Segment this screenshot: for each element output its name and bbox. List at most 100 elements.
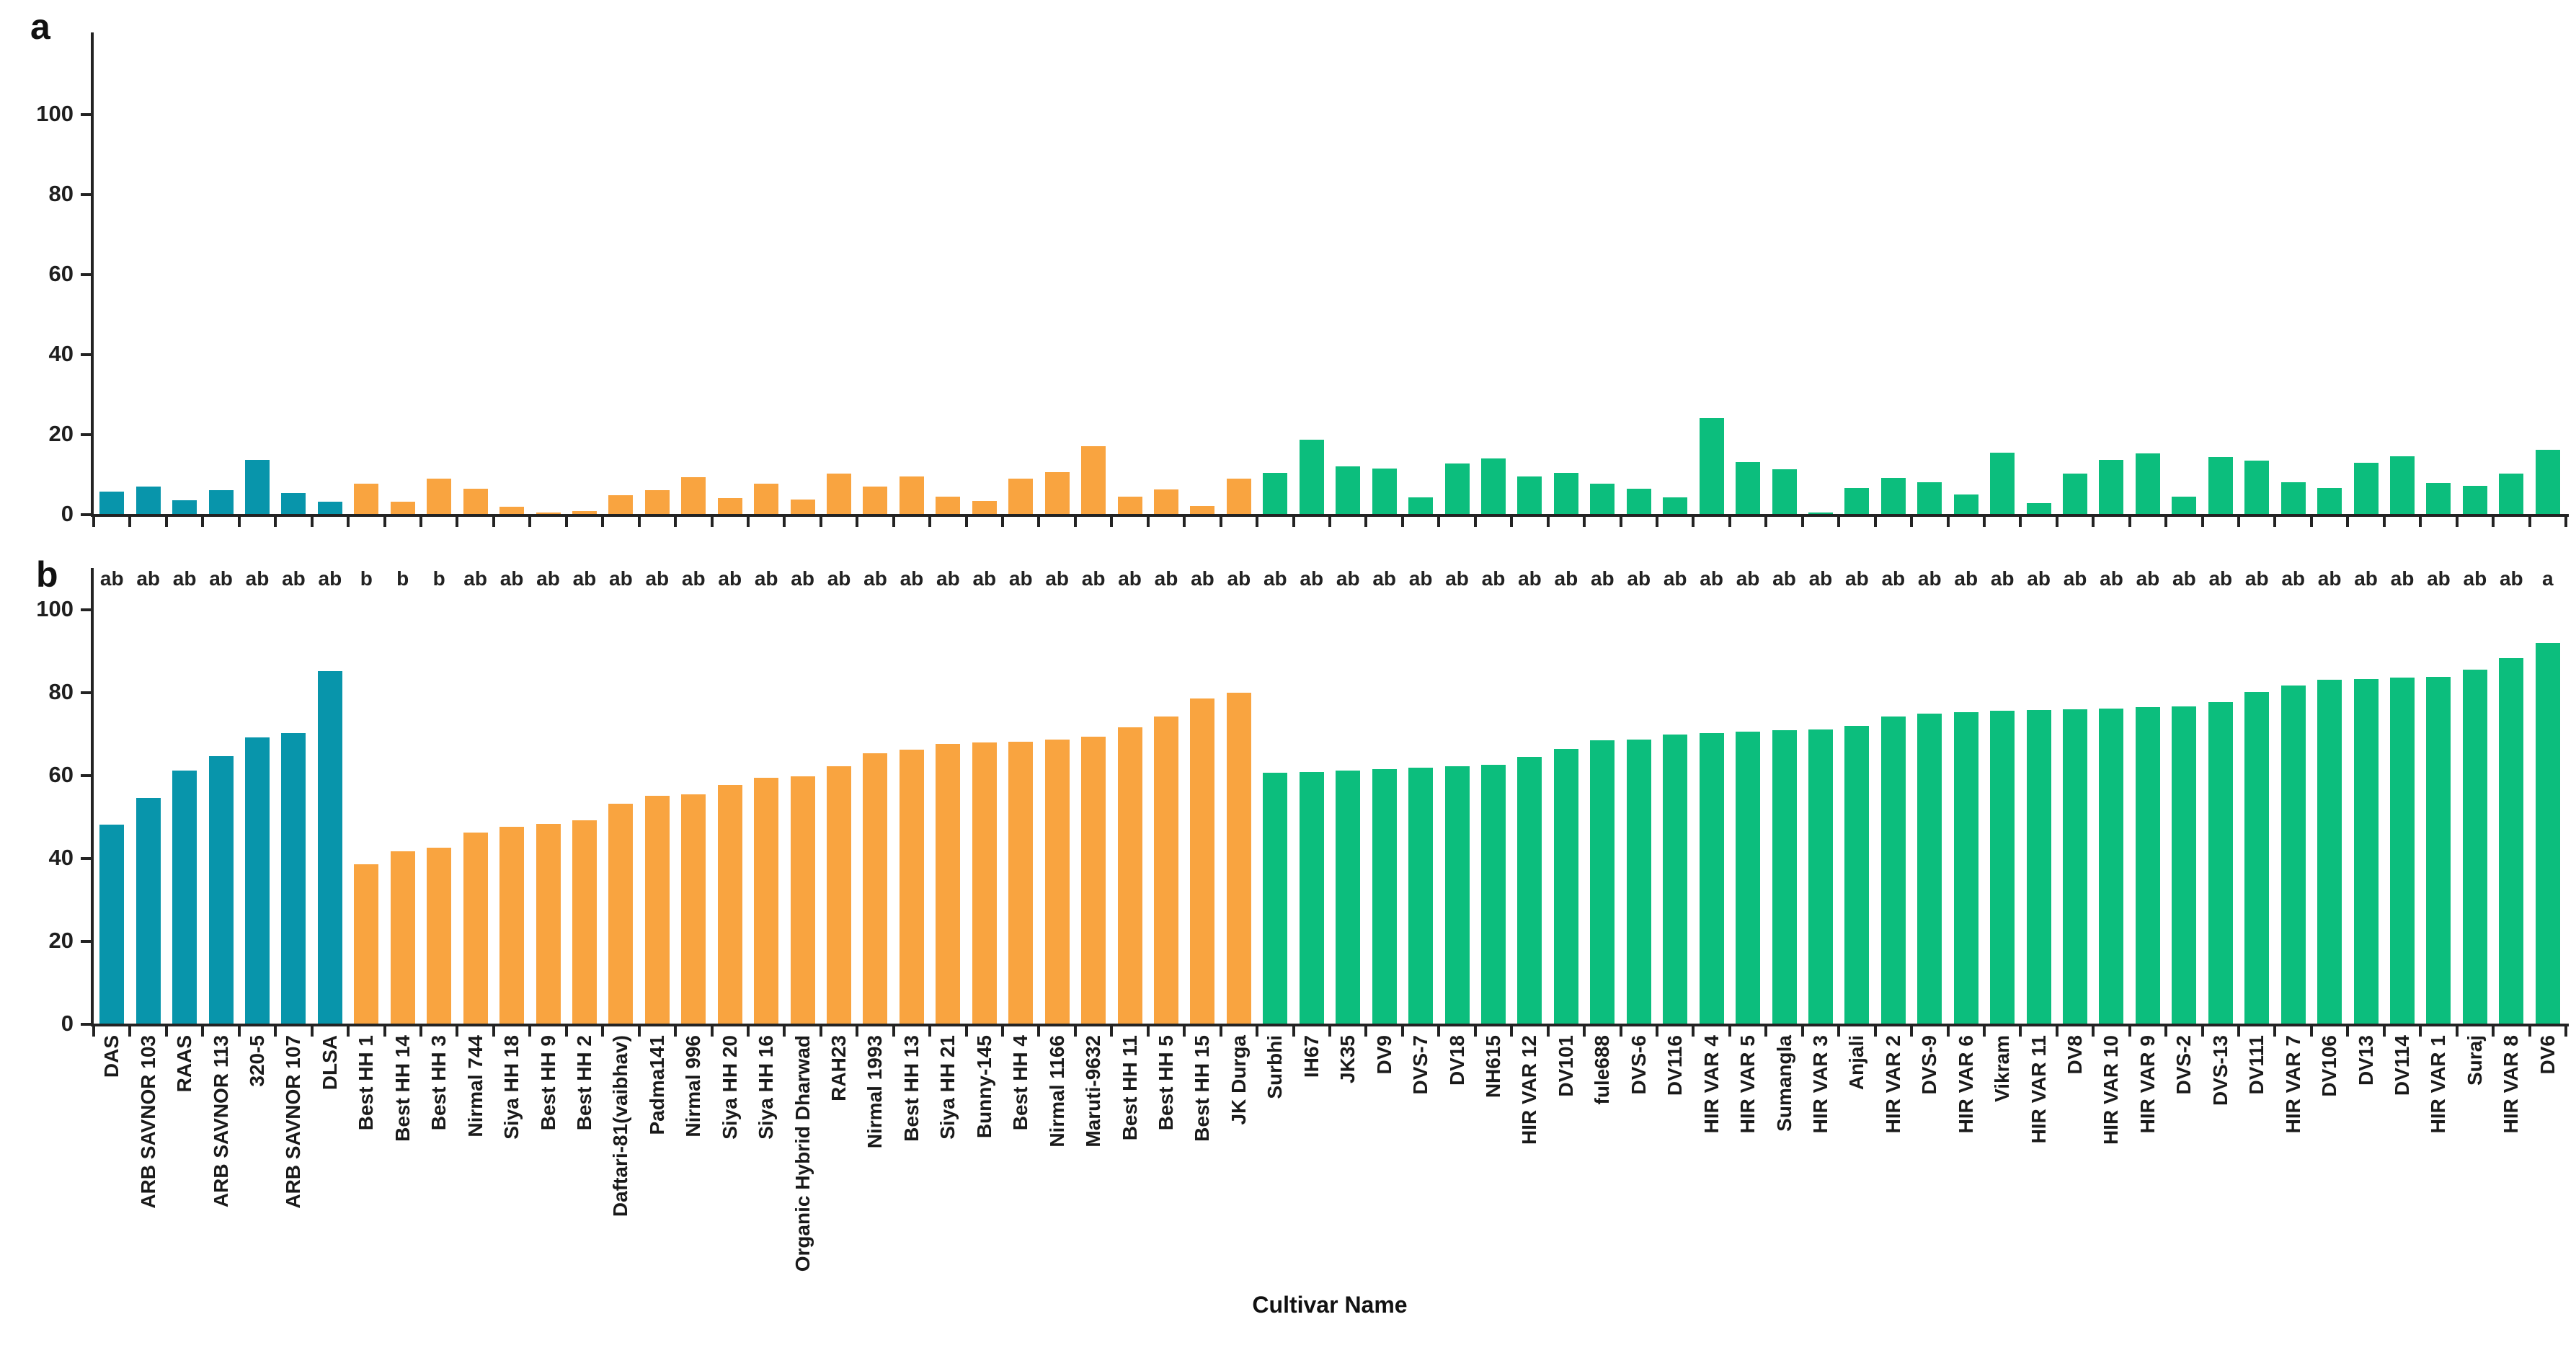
x-category-label: ARB SAVNOR 107 bbox=[282, 1035, 305, 1209]
significance-letter: ab bbox=[282, 567, 306, 590]
x-category-label: ARB SAVNOR 103 bbox=[136, 1035, 159, 1209]
y-tick-label: 40 bbox=[48, 341, 74, 366]
x-category-label: HIR VAR 11 bbox=[2027, 1035, 2050, 1144]
bar-b bbox=[1626, 740, 1651, 1024]
y-tick bbox=[81, 940, 91, 943]
x-tick bbox=[601, 1026, 605, 1037]
bar-a bbox=[2353, 463, 2379, 514]
significance-letter: ab bbox=[463, 567, 487, 590]
significance-letter: ab bbox=[936, 567, 960, 590]
x-category-label: Best HH 5 bbox=[1155, 1035, 1177, 1131]
bar-a bbox=[172, 500, 197, 514]
x-tick bbox=[1546, 1026, 1550, 1037]
x-category-label: Bunny-145 bbox=[972, 1035, 995, 1139]
x-tick bbox=[1256, 517, 1259, 527]
bar-b bbox=[1226, 693, 1251, 1024]
x-category-label: JK Durga bbox=[1227, 1035, 1250, 1125]
bar-b bbox=[863, 753, 888, 1024]
y-tick-label: 40 bbox=[48, 845, 74, 870]
x-tick bbox=[128, 1026, 132, 1037]
bar-b bbox=[1699, 733, 1724, 1024]
bar-a bbox=[1081, 446, 1106, 514]
bar-a bbox=[2099, 460, 2124, 514]
bar-a bbox=[936, 497, 961, 514]
bar-a bbox=[1299, 440, 1324, 514]
significance-letter: ab bbox=[2208, 567, 2233, 590]
x-tick bbox=[783, 1026, 786, 1037]
significance-letter: ab bbox=[754, 567, 778, 590]
x-tick bbox=[2200, 1026, 2204, 1037]
x-category-label: DV9 bbox=[1372, 1035, 1395, 1075]
bar-b bbox=[1590, 740, 1615, 1024]
significance-letter: ab bbox=[536, 567, 560, 590]
bar-a bbox=[717, 498, 742, 514]
x-tick bbox=[783, 517, 786, 527]
x-tick bbox=[2164, 517, 2168, 527]
significance-letter: ab bbox=[1808, 567, 1833, 590]
x-tick bbox=[1946, 1026, 1950, 1037]
bar-b bbox=[2317, 680, 2342, 1024]
x-tick bbox=[383, 1026, 386, 1037]
x-tick bbox=[1073, 517, 1077, 527]
x-tick bbox=[528, 1026, 532, 1037]
bar-b bbox=[1808, 729, 1833, 1024]
bar-a bbox=[2244, 461, 2270, 514]
x-category-label: Daftari-81(vaibhav) bbox=[609, 1035, 632, 1217]
significance-letter: ab bbox=[2499, 567, 2523, 590]
y-tick bbox=[81, 513, 91, 516]
x-tick bbox=[1292, 1026, 1295, 1037]
bar-b bbox=[1372, 769, 1397, 1024]
x-tick bbox=[310, 1026, 314, 1037]
x-category-label: Nirmal 1993 bbox=[863, 1035, 887, 1149]
x-tick bbox=[2419, 1026, 2422, 1037]
significance-letter: ab bbox=[172, 567, 197, 590]
bar-a bbox=[1808, 513, 1833, 514]
bar-a bbox=[972, 501, 997, 514]
y-tick-label: 20 bbox=[48, 928, 74, 953]
x-category-label: NH615 bbox=[1481, 1035, 1504, 1099]
bar-b bbox=[427, 848, 452, 1024]
x-tick bbox=[2528, 517, 2531, 527]
x-tick bbox=[1328, 1026, 1331, 1037]
x-tick bbox=[1437, 517, 1441, 527]
x-tick bbox=[1256, 1026, 1259, 1037]
significance-letter: ab bbox=[1590, 567, 1615, 590]
bar-a bbox=[2172, 497, 2197, 514]
significance-letter: ab bbox=[318, 567, 342, 590]
significance-letter: ab bbox=[2463, 567, 2487, 590]
bar-b bbox=[1336, 771, 1361, 1024]
x-tick bbox=[819, 1026, 822, 1037]
x-category-label: Best HH 11 bbox=[1118, 1035, 1141, 1141]
bar-a bbox=[1953, 494, 1978, 514]
x-tick bbox=[1837, 1026, 1841, 1037]
x-tick bbox=[1073, 1026, 1077, 1037]
x-category-label: Best HH 13 bbox=[900, 1035, 923, 1142]
bar-b bbox=[99, 825, 125, 1024]
bar-a bbox=[1880, 478, 1906, 514]
x-tick bbox=[964, 1026, 968, 1037]
x-tick bbox=[1982, 517, 1986, 527]
significance-letter: ab bbox=[1845, 567, 1869, 590]
y-tick-label: 80 bbox=[48, 181, 74, 206]
y-tick bbox=[81, 193, 91, 196]
x-axis-line bbox=[91, 514, 2569, 517]
x-category-label: 320-5 bbox=[245, 1035, 268, 1087]
x-tick bbox=[1910, 1026, 1914, 1037]
x-category-label: fule688 bbox=[1591, 1035, 1614, 1105]
x-tick bbox=[710, 1026, 714, 1037]
bar-b bbox=[572, 820, 597, 1024]
x-tick bbox=[1873, 1026, 1877, 1037]
y-tick-label: 0 bbox=[61, 501, 74, 526]
bar-a bbox=[1226, 479, 1251, 514]
x-tick bbox=[2382, 1026, 2386, 1037]
bar-b bbox=[2026, 710, 2051, 1024]
x-tick bbox=[274, 517, 277, 527]
x-tick bbox=[1219, 517, 1222, 527]
bar-a bbox=[1372, 469, 1397, 514]
bar-b bbox=[1517, 757, 1542, 1024]
significance-letter: ab bbox=[2172, 567, 2196, 590]
x-tick bbox=[564, 517, 568, 527]
x-tick bbox=[2237, 1026, 2241, 1037]
bar-b bbox=[1880, 717, 1906, 1024]
y-tick-label: 100 bbox=[36, 596, 74, 621]
